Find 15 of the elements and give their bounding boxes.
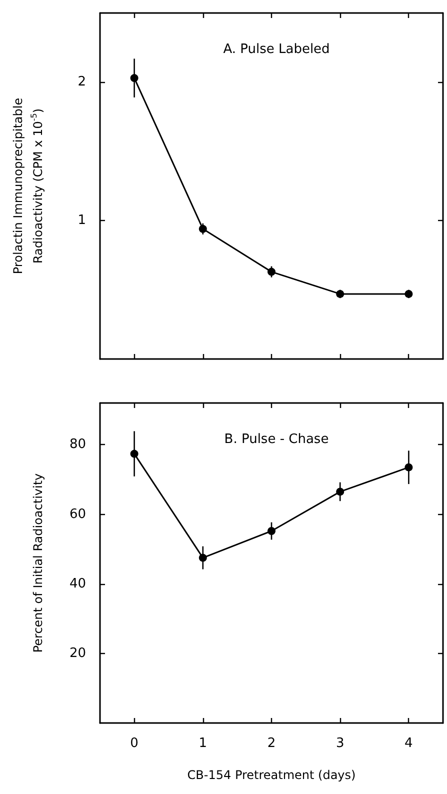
y-tick-label: 1 (78, 213, 86, 228)
x-tick-label: 2 (267, 736, 276, 751)
y-tick-label: 40 (69, 576, 86, 592)
y-tick-label: 2 (78, 74, 86, 90)
y-tick-label: 20 (69, 646, 86, 661)
x-tick-label: 3 (336, 736, 344, 751)
y-tick-label: 80 (69, 437, 86, 452)
text: B. Pulse - Chase (224, 432, 329, 447)
text: A. Pulse Labeled (223, 42, 330, 57)
x-tick-label: 0 (130, 736, 138, 751)
x-tick-label: 1 (198, 736, 208, 751)
y-axis-title: Percent of Initial Radioactivity (31, 473, 45, 653)
y-tick-label: 60 (69, 506, 86, 522)
x-tick-label: 4 (404, 736, 413, 751)
x-axis-title: CB-154 Pretreatment (days) (187, 768, 356, 782)
